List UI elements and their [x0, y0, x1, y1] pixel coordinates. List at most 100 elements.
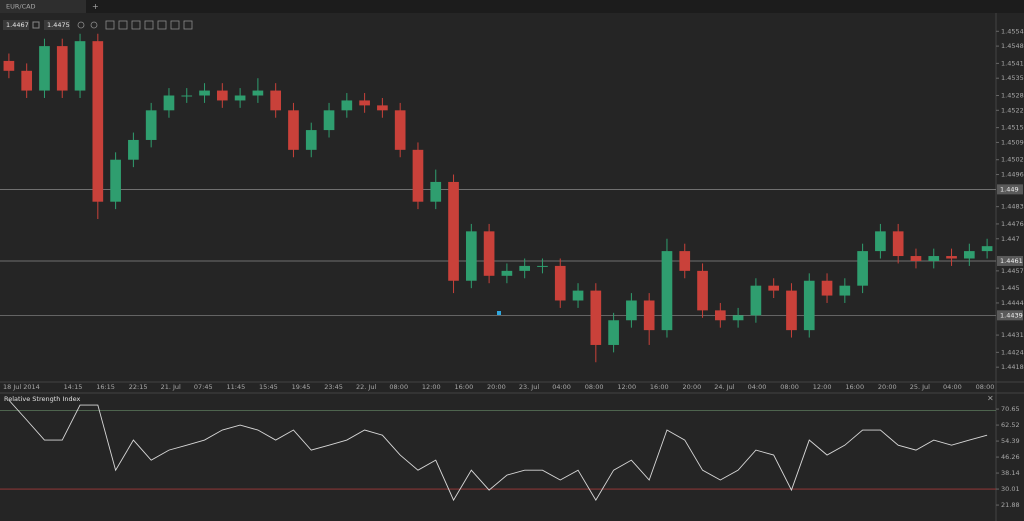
level-label-box — [997, 310, 1023, 321]
y-tick-label: 1.4476 — [1001, 220, 1024, 228]
x-tick-label: 21. Jul — [161, 383, 181, 391]
close-panel[interactable]: × — [987, 394, 994, 403]
level-label-box — [997, 184, 1023, 195]
template-button[interactable] — [144, 20, 154, 30]
settings-button[interactable] — [183, 20, 193, 30]
candle-body — [732, 315, 744, 321]
x-tick-label: 24. Jul — [714, 383, 734, 391]
y-tick-label: 1.4515 — [1001, 124, 1024, 132]
candle-body — [56, 46, 68, 91]
ask-box — [44, 20, 70, 30]
objects-button[interactable] — [170, 20, 180, 30]
x-tick-label: 08:00 — [389, 383, 408, 391]
x-tick-label: 20:00 — [682, 383, 701, 391]
tab-bar — [0, 0, 1024, 13]
candle-body — [216, 90, 228, 101]
tab[interactable] — [0, 0, 86, 13]
x-tick-label: 16:00 — [845, 383, 864, 391]
rsi-line — [8, 399, 988, 502]
candle-body — [270, 90, 282, 111]
y-tick-label: 1.4457 — [1001, 267, 1024, 275]
drawing-button[interactable] — [157, 20, 167, 30]
x-tick-label: 16:00 — [454, 383, 473, 391]
y-tick-label: 30.01 — [1001, 485, 1020, 493]
x-tick-label: 23:45 — [324, 383, 343, 391]
y-tick-label: 1.4548 — [1001, 42, 1024, 50]
candle-body — [786, 290, 797, 331]
candle-body — [181, 95, 193, 97]
y-tick-label: 1.4418 — [1001, 363, 1024, 371]
y-tick-label: 1.4528 — [1001, 92, 1024, 100]
x-tick-label: 14:15 — [64, 383, 83, 391]
candle-body — [857, 251, 868, 286]
zoom-in[interactable] — [77, 21, 85, 29]
y-tick-label: 1.4496 — [1001, 171, 1024, 179]
trade-icon[interactable] — [32, 21, 40, 29]
x-tick-label: 12:00 — [813, 383, 832, 391]
candle-body — [590, 290, 602, 345]
candle-body — [3, 60, 15, 71]
candle-body — [394, 110, 406, 150]
candle-body — [661, 251, 673, 331]
marker — [497, 311, 501, 315]
x-tick-label: 25. Jul — [910, 383, 930, 391]
y-tick-label: 1.4554 — [1001, 27, 1024, 35]
candle-body — [537, 265, 548, 267]
y-tick-label: 54.39 — [1001, 437, 1020, 445]
candle-body — [323, 110, 335, 131]
candle-body — [803, 280, 815, 331]
candle-body — [483, 231, 495, 276]
indicator-button[interactable] — [131, 20, 141, 30]
x-tick-label: 11:45 — [226, 383, 245, 391]
x-tick-label: 22:15 — [129, 383, 148, 391]
y-tick-label: 1.4444 — [1001, 299, 1024, 307]
candle-body — [199, 90, 210, 96]
candle-body — [928, 256, 940, 261]
candle-body — [359, 100, 370, 106]
y-tick-label: 21.88 — [1001, 501, 1020, 509]
candle-body — [145, 110, 157, 140]
candle-body — [377, 105, 388, 111]
candle-body — [714, 310, 726, 321]
candle-body — [501, 270, 513, 276]
y-tick-label: 1.445 — [1001, 284, 1020, 292]
level-label: 1.449 — [1000, 185, 1019, 193]
x-tick-label: 22. Jul — [356, 383, 376, 391]
timeframe-button[interactable] — [105, 20, 115, 30]
candle-body — [750, 285, 762, 316]
candle-body — [821, 280, 833, 296]
x-tick-label: 19:45 — [292, 383, 311, 391]
y-tick-label: 1.4509 — [1001, 138, 1024, 146]
candle-body — [839, 285, 851, 296]
candle-body — [21, 70, 33, 91]
candle-body — [910, 256, 922, 261]
y-tick-label: 38.14 — [1001, 469, 1020, 477]
x-tick-label: 16:00 — [650, 383, 669, 391]
rsi-title: Relative Strength Index — [4, 395, 81, 403]
chart-type-button[interactable] — [118, 20, 128, 30]
level-label: 1.4439 — [1000, 311, 1023, 319]
add-tab[interactable]: + — [92, 2, 99, 11]
candle-body — [39, 46, 50, 91]
y-tick-label: 1.4431 — [1001, 331, 1024, 339]
x-tick-label: 12:00 — [617, 383, 636, 391]
x-tick-label: 07:45 — [194, 383, 213, 391]
candle-body — [92, 41, 104, 202]
x-tick-label: 20:00 — [487, 383, 506, 391]
candle-body — [128, 139, 139, 160]
y-tick-label: 1.4522 — [1001, 106, 1024, 114]
candle-body — [768, 285, 780, 291]
x-tick-label: 18 Jul 2014 — [3, 383, 40, 391]
x-tick-label: 04:00 — [552, 383, 571, 391]
zoom-out[interactable] — [90, 21, 98, 29]
y-tick-label: 62.52 — [1001, 421, 1020, 429]
level-label: 1.4461 — [1000, 257, 1023, 265]
tab-label[interactable]: EUR/CAD — [6, 3, 36, 11]
x-tick-label: 15:45 — [259, 383, 278, 391]
y-tick-label: 46.26 — [1001, 453, 1020, 461]
candle-body — [163, 95, 175, 111]
candle-body — [341, 100, 353, 111]
